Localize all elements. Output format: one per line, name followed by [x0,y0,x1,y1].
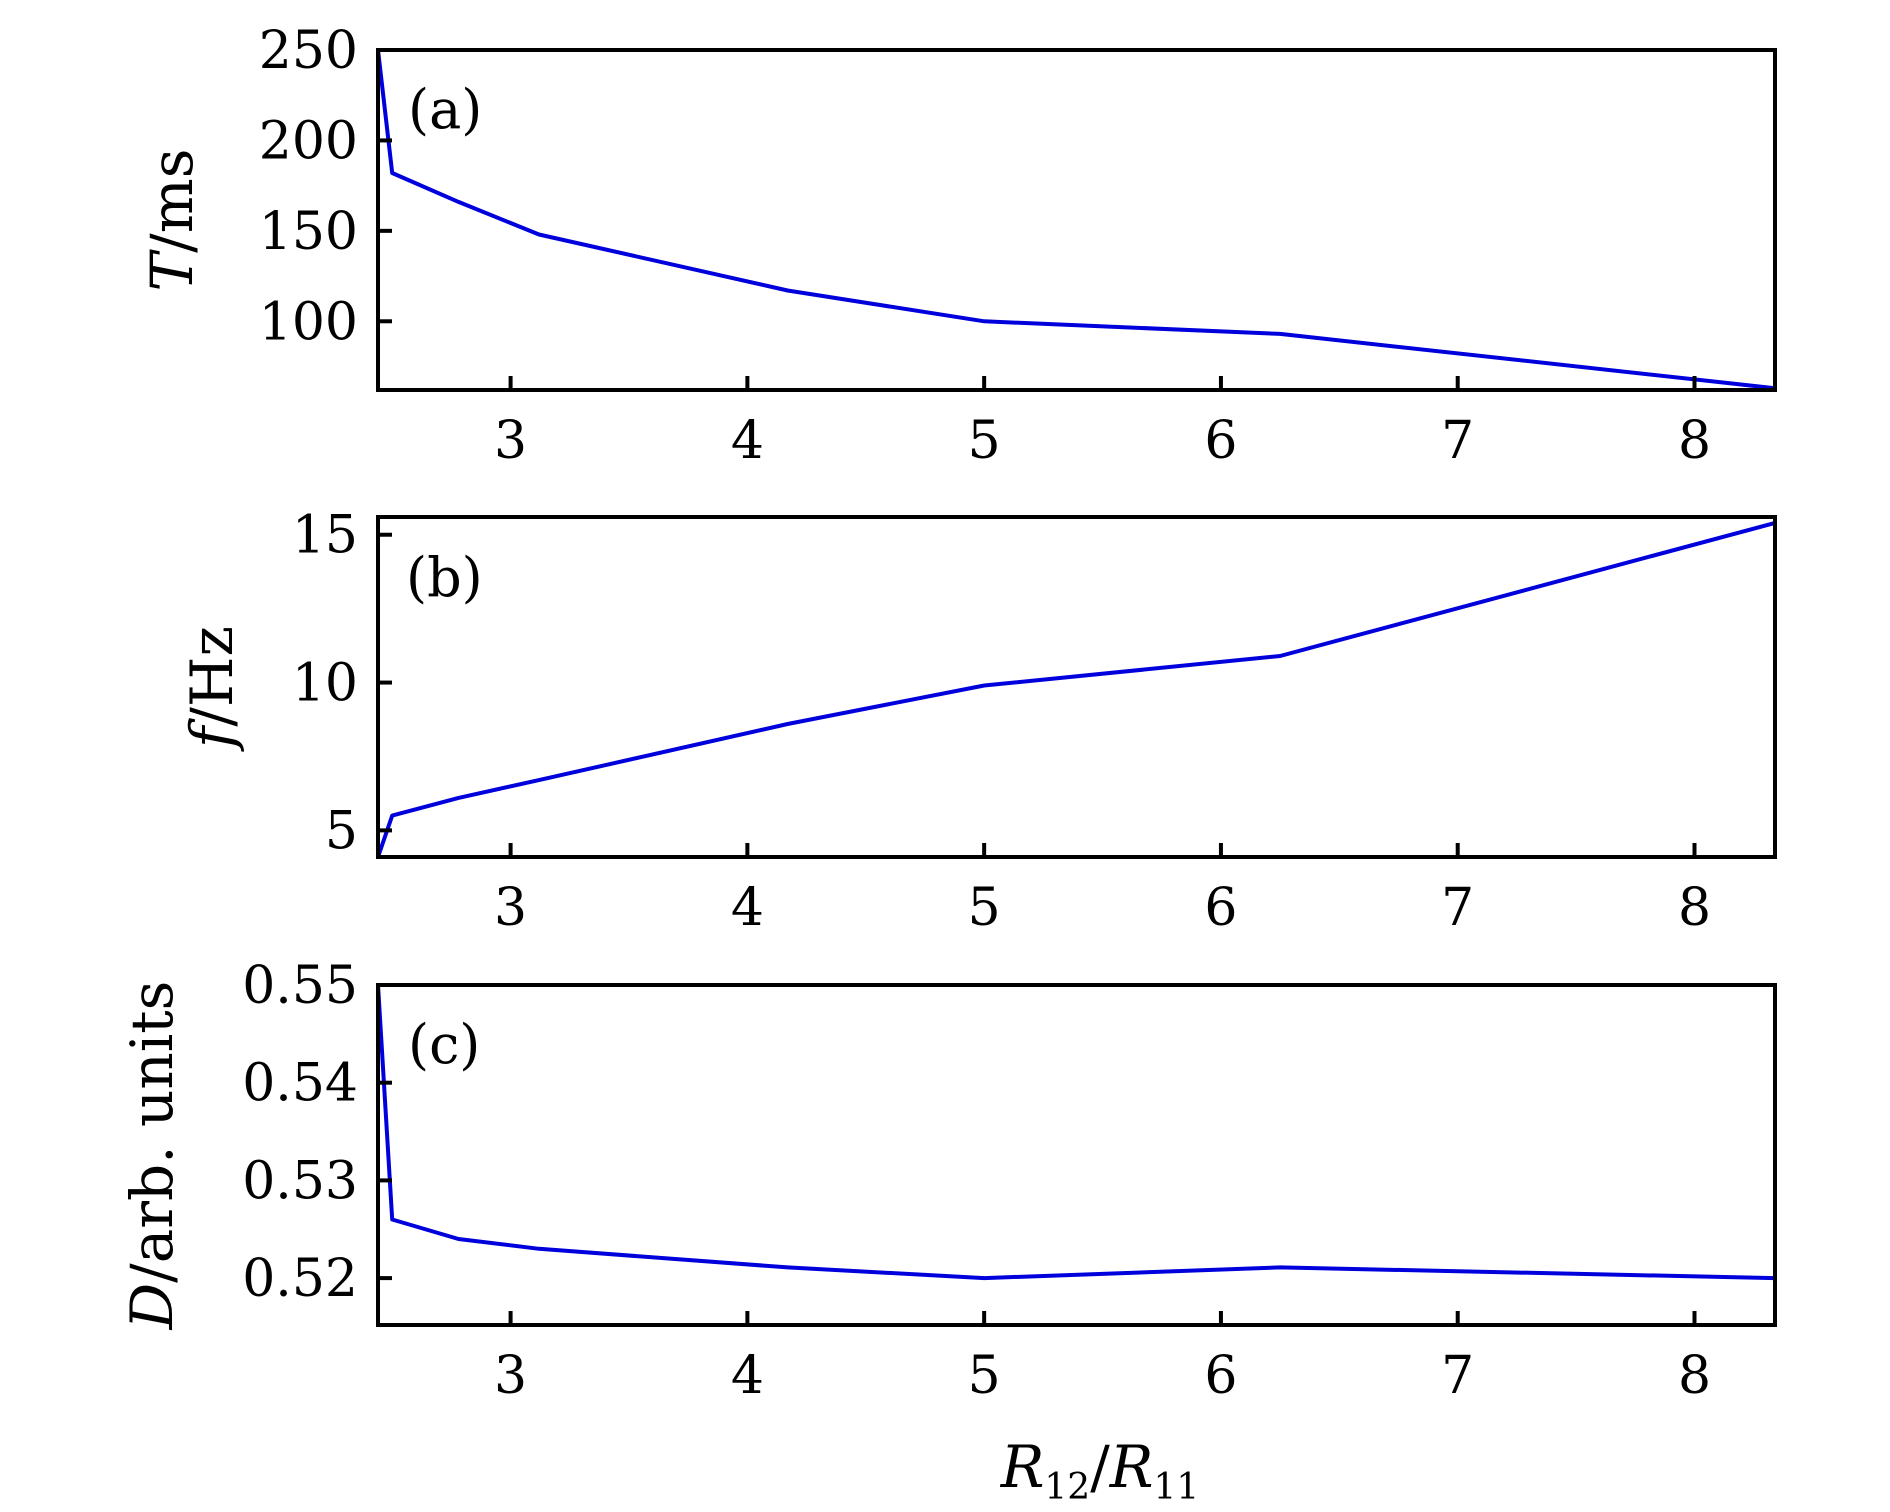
panel-b-xtick-label-0: 3 [494,878,527,938]
panel-b-marks [376,520,1777,859]
panel-a-xticks: 3 4 5 6 7 8 [494,376,1711,471]
panel-c-series-line-0 [376,983,1777,1281]
panel-a-ylabel: T/ms [138,149,206,292]
panel-b: (b) 5 10 15 3 4 5 6 7 8 f/Hz [178,506,1777,938]
panel-a: (a) 100 150 200 250 3 4 5 6 7 8 T/ms [138,21,1777,471]
panel-b-label: (b) [406,546,483,609]
panel-a-xtick-label-5: 8 [1678,411,1711,471]
panel-a-frame [376,48,1777,392]
panel-c-ytick-label-0: 0.52 [242,1249,358,1309]
panel-b-xtick-label-1: 4 [731,878,764,938]
panel-b-xtick-label-3: 6 [1204,878,1237,938]
panel-a-series-line-0 [376,48,1777,391]
panel-c-xticks: 3 4 5 6 7 8 [494,1311,1711,1406]
panel-b-ytick-label-1: 10 [292,654,358,714]
panel-a-xtick-label-2: 5 [968,411,1001,471]
panel-b-ytick-label-0: 5 [325,801,358,861]
panel-a-xtick-label-4: 7 [1441,411,1474,471]
panel-c-frame [376,983,1777,1327]
panel-b-ytick-label-2: 15 [292,506,358,566]
panel-a-ytick-label-1: 150 [259,202,358,262]
panel-c-ylabel: D/arb. units [118,981,186,1331]
panel-c-ytick-label-3: 0.55 [242,956,358,1016]
panel-b-xticks: 3 4 5 6 7 8 [494,843,1711,938]
panel-a-xtick-label-3: 6 [1204,411,1237,471]
panel-c-ytick-label-2: 0.54 [242,1054,358,1114]
panel-b-xtick-label-5: 8 [1678,878,1711,938]
panel-c-xtick-label-5: 8 [1678,1346,1711,1406]
panel-a-ytick-label-0: 100 [259,292,358,352]
panel-b-series-line-0 [376,520,1777,859]
panel-b-ylabel: f/Hz [178,626,246,752]
panel-b-frame [376,515,1777,859]
x-axis-label: R12/R11 [1000,1433,1200,1508]
panel-b-yticks: 5 10 15 [292,506,392,861]
panel-c-xtick-label-3: 6 [1204,1346,1237,1406]
panel-a-yticks: 100 150 200 250 [259,21,392,352]
panel-c-ytick-label-1: 0.53 [242,1151,358,1211]
panel-c-xtick-label-2: 5 [968,1346,1001,1406]
panel-c-yticks: 0.52 0.53 0.54 0.55 [242,956,392,1309]
panel-a-ytick-label-2: 200 [259,111,358,171]
panel-c-marks [376,983,1777,1281]
panel-b-xtick-label-4: 7 [1441,878,1474,938]
panel-c: (c) 0.52 0.53 0.54 0.55 3 4 5 6 7 8 D/arb. units [118,956,1777,1406]
panel-c-label: (c) [408,1013,480,1076]
panel-c-xtick-label-0: 3 [494,1346,527,1406]
panel-a-label: (a) [408,78,482,141]
panel-c-xtick-label-4: 7 [1441,1346,1474,1406]
panel-a-xtick-label-0: 3 [494,411,527,471]
panel-a-ytick-label-3: 250 [259,21,358,81]
panel-a-marks [376,48,1777,391]
panel-a-xtick-label-1: 4 [731,411,764,471]
panel-c-xtick-label-1: 4 [731,1346,764,1406]
panel-b-xtick-label-2: 5 [968,878,1001,938]
